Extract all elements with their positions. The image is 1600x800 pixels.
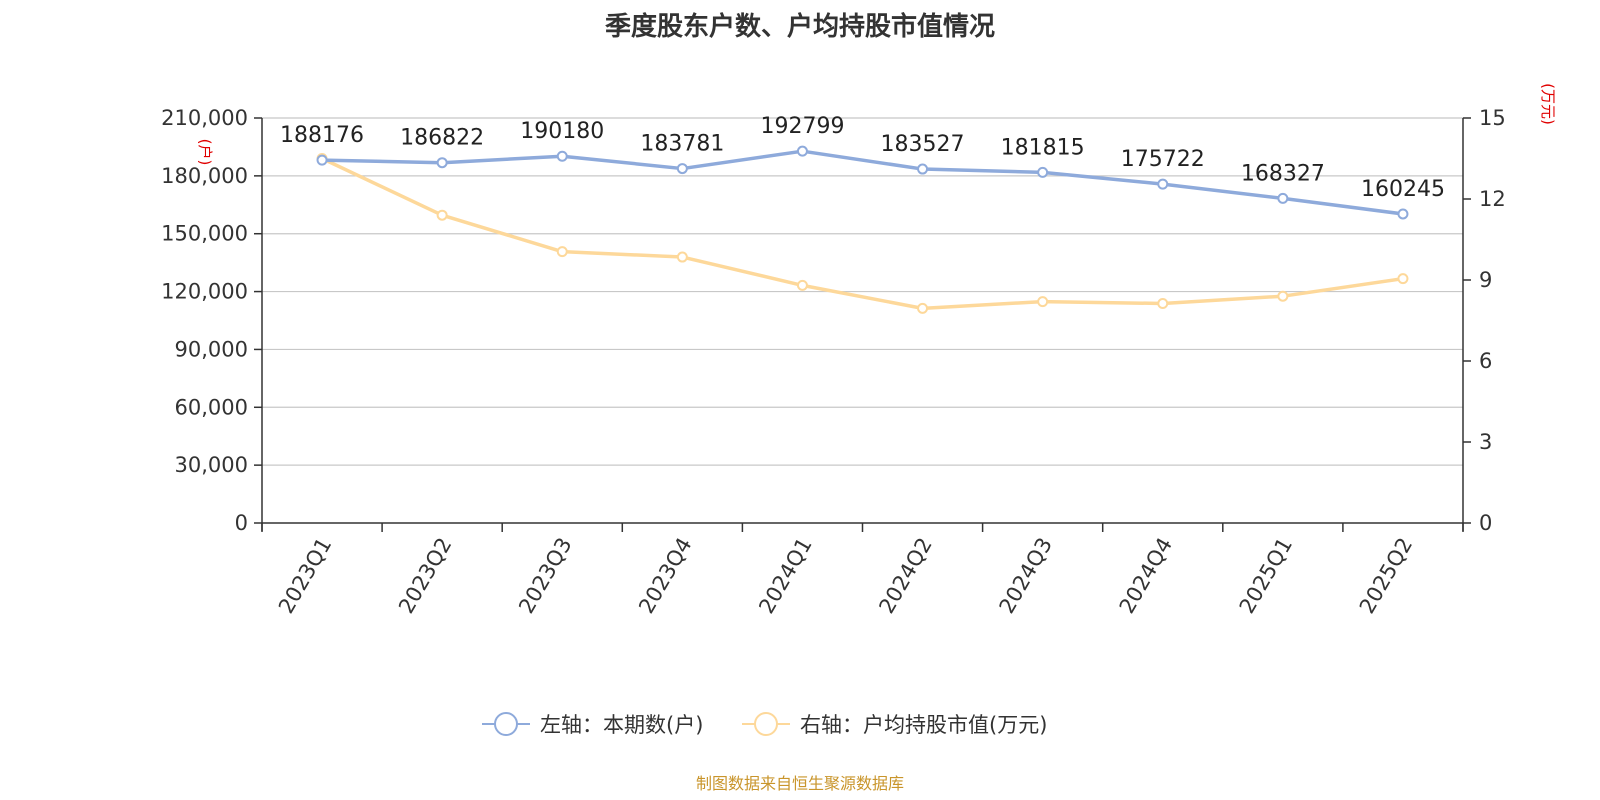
chart-title: 季度股东户数、户均持股市值情况	[604, 12, 995, 42]
data-point	[917, 302, 929, 314]
data-label: 181815	[1001, 135, 1085, 160]
data-label: 188176	[280, 123, 364, 148]
data-labels: 188176 186822 190180 183781 192799 183527 1818…	[280, 114, 1445, 202]
left-axis-tick-label: 120,000	[161, 280, 248, 304]
data-label: 183781	[640, 132, 724, 157]
left-axis-tick-label: 0	[235, 511, 248, 535]
x-axis-tick-label: 2025Q1	[1235, 534, 1297, 618]
data-point	[676, 251, 688, 263]
data-point	[917, 163, 929, 175]
legend-label: 右轴：户均持股市值(万元)	[800, 713, 1047, 737]
data-label: 192799	[760, 114, 844, 139]
data-label: 160245	[1361, 177, 1445, 202]
data-label: 168327	[1241, 161, 1325, 186]
data-point	[1037, 296, 1049, 308]
line-chart: 0 30,000 60,000 90,000 120,000 150,000 180,000…	[161, 83, 1557, 737]
left-axis-unit: (户)	[196, 139, 214, 166]
data-point	[1397, 273, 1409, 285]
data-point	[436, 157, 448, 169]
x-axis-tick-label: 2023Q4	[634, 534, 696, 618]
series-line	[321, 156, 1404, 311]
right-axis-tick-label: 9	[1479, 268, 1492, 292]
x-axis-tick-label: 2025Q2	[1355, 534, 1417, 618]
x-axis-tick-label: 2024Q3	[995, 534, 1057, 618]
left-axis-tick-label: 60,000	[175, 395, 248, 419]
data-point	[1277, 192, 1289, 204]
data-point	[796, 279, 808, 291]
right-axis-tick-label: 6	[1479, 349, 1492, 373]
right-axis-tick-label: 12	[1479, 187, 1506, 211]
data-point	[796, 145, 808, 157]
legend-marker	[494, 712, 518, 736]
left-axis-tick-label: 150,000	[161, 222, 248, 246]
x-axis-tick-label: 2023Q1	[274, 534, 336, 618]
legend: 左轴：本期数(户) 右轴：户均持股市值(万元)	[482, 712, 1047, 737]
grid-lines	[262, 117, 1463, 466]
data-point	[1277, 290, 1289, 302]
data-point	[1157, 297, 1169, 309]
data-point	[676, 163, 688, 175]
x-axis-tick-label: 2023Q2	[394, 534, 456, 618]
x-axis-tick-label: 2024Q2	[874, 534, 936, 618]
data-label: 175722	[1121, 147, 1205, 172]
left-axis-tick-label: 180,000	[161, 164, 248, 188]
x-axis-tick-label: 2024Q1	[754, 534, 816, 618]
data-point	[1157, 178, 1169, 190]
x-axis-tick-label: 2024Q4	[1115, 534, 1177, 618]
data-point	[1037, 166, 1049, 178]
data-label: 186822	[400, 126, 484, 151]
right-axis-tick-label: 0	[1479, 511, 1492, 535]
source-note: 制图数据来自恒生聚源数据库	[695, 774, 904, 793]
right-axis-tick-label: 15	[1479, 106, 1506, 130]
x-axis-tick-label: 2023Q3	[514, 534, 576, 618]
data-point	[316, 154, 328, 166]
data-point	[556, 150, 568, 162]
data-point	[1397, 208, 1409, 220]
right-axis-unit: (万元)	[1539, 83, 1557, 125]
data-point	[556, 246, 568, 258]
data-label: 183527	[881, 132, 965, 157]
axes: 0 30,000 60,000 90,000 120,000 150,000 180,000…	[161, 83, 1557, 618]
series-line	[322, 149, 1404, 216]
data-label: 190180	[520, 119, 604, 144]
data-point	[436, 209, 448, 221]
left-axis-tick-label: 210,000	[161, 106, 248, 130]
left-axis-tick-label: 90,000	[175, 337, 248, 361]
legend-label: 左轴：本期数(户)	[540, 713, 703, 737]
right-axis-tick-label: 3	[1479, 430, 1492, 454]
series	[316, 145, 1409, 314]
left-axis-tick-label: 30,000	[175, 453, 248, 477]
legend-marker	[754, 712, 778, 736]
